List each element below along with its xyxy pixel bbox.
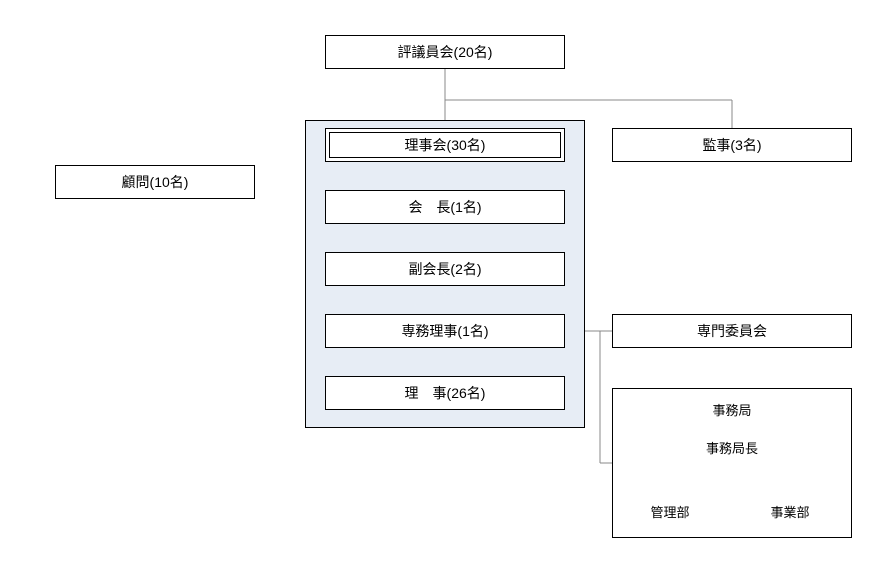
- biz-dept: 事業部: [768, 502, 812, 521]
- node-advisor-label: 顧問(10名): [122, 172, 189, 192]
- node-council: 評議員会(20名): [325, 35, 565, 69]
- node-advisor: 顧問(10名): [55, 165, 255, 199]
- node-vice-label: 副会長(2名): [408, 259, 481, 279]
- office-title: 事務局: [700, 400, 764, 419]
- node-chairman-label: 会 長(1名): [408, 197, 481, 217]
- node-director-label: 理 事(26名): [405, 383, 486, 403]
- node-exec: 専務理事(1名): [325, 314, 565, 348]
- admin-dept: 管理部: [648, 502, 692, 521]
- node-exec-label: 専務理事(1名): [401, 321, 488, 341]
- node-vice: 副会長(2名): [325, 252, 565, 286]
- node-committee: 専門委員会: [612, 314, 852, 348]
- node-auditor: 監事(3名): [612, 128, 852, 162]
- node-auditor-label: 監事(3名): [702, 135, 761, 155]
- office-head: 事務局長: [696, 438, 768, 457]
- node-board: 理事会(30名): [325, 128, 565, 162]
- node-committee-label: 専門委員会: [697, 321, 767, 341]
- node-council-label: 評議員会(20名): [398, 42, 493, 62]
- org-chart-canvas: 評議員会(20名) 顧問(10名) 理事会(30名) 監事(3名) 会 長(1名…: [0, 0, 896, 585]
- node-board-label: 理事会(30名): [405, 135, 486, 155]
- node-chairman: 会 長(1名): [325, 190, 565, 224]
- node-director: 理 事(26名): [325, 376, 565, 410]
